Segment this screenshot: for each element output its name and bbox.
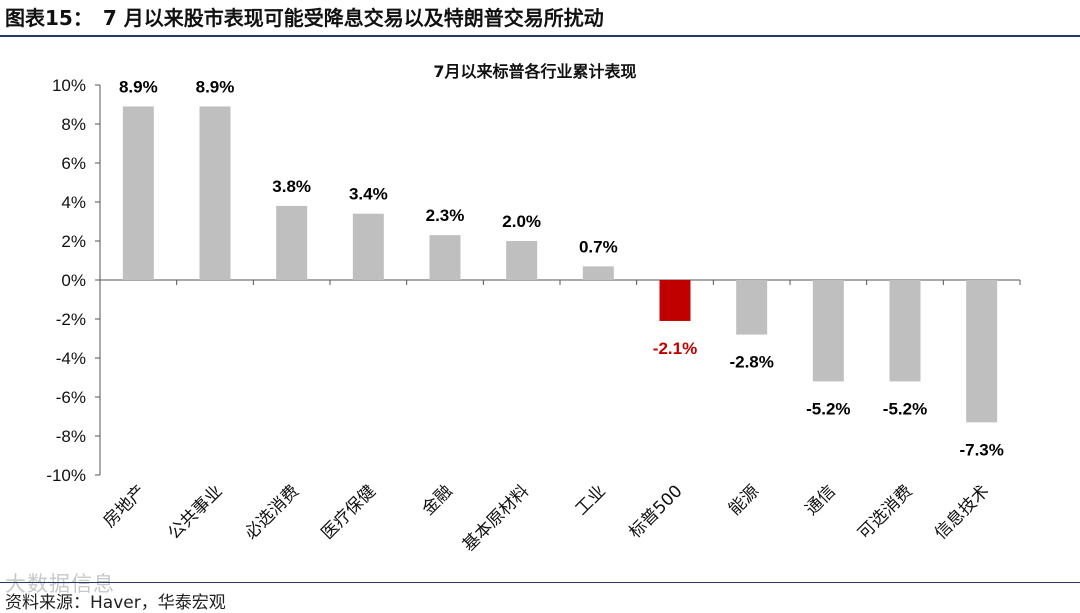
x-category-label: 必选消费 [241,481,303,543]
y-tick-label: 6% [61,154,86,173]
bar [889,280,921,382]
top-divider [0,35,1080,37]
data-label: 8.9% [119,77,158,96]
y-tick-label: -10% [46,466,86,485]
y-tick-label: 10% [52,76,86,95]
source-note: 资料来源：Haver，华泰宏观 [5,593,226,613]
data-label: 0.7% [579,237,618,256]
figure-title-text: 7 月以来股市表现可能受降息交易以及特朗普交易所扰动 [102,6,604,30]
data-label: 2.3% [426,206,465,225]
chart-title: 7月以来标普各行业累计表现 [433,62,636,81]
x-category-label: 公共事业 [164,481,226,543]
bar [812,280,844,382]
y-tick-label: -8% [56,427,86,446]
data-label: 3.4% [349,185,388,204]
y-tick-label: 0% [61,271,86,290]
y-tick-label: -4% [56,349,86,368]
y-tick-label: -6% [56,388,86,407]
x-category-label: 工业 [572,481,610,519]
bar [352,213,384,280]
x-category-label: 通信 [802,481,840,519]
x-category-label: 房地产 [100,481,150,531]
bar-chart: 7月以来标普各行业累计表现 10% 8% 6% 4% 2% 0% -2% -4% -6% -8% -… [46,62,1021,556]
x-category-label: 信息技术 [931,481,993,543]
data-label: -7.3% [959,440,1003,459]
y-tick-label: -2% [56,310,86,329]
data-label: 3.8% [272,177,311,196]
bar [199,106,231,280]
x-category-label: 金融 [418,481,456,519]
x-category-label: 医疗保健 [318,481,380,543]
data-label: -2.8% [729,353,773,372]
bar [122,106,154,280]
bar [966,280,998,423]
bottom-divider [0,582,1080,583]
x-category-label: 能源 [725,481,763,519]
data-label: 8.9% [196,77,235,96]
x-category-label: 标普500 [625,481,686,542]
data-label: -5.2% [806,399,850,418]
data-label: -2.1% [653,339,697,358]
data-label: -5.2% [883,399,927,418]
y-tick-label: 8% [61,115,86,134]
chart-bars: 8.9% 8.9% 3.8% 3.4% 2.3% 2.0% 0.7% -2.1% -2.8% -5… [119,77,1004,459]
chart-axes: 10% 8% 6% 4% 2% 0% -2% -4% -6% -8% -10% 房地产 公共事业 必选消费… [46,76,1021,556]
bar [659,280,691,321]
y-tick-label: 2% [61,232,86,251]
watermark: 大数据信息 [5,572,115,596]
x-category-label: 可选消费 [854,481,916,543]
bar [276,205,308,280]
bar [429,235,461,280]
bar [506,241,538,280]
figure-title: 图表15： 7 月以来股市表现可能受降息交易以及特朗普交易所扰动 [5,3,604,33]
bar [736,280,768,335]
bar [582,266,614,280]
y-tick-label: 4% [61,193,86,212]
data-label: 2.0% [502,212,541,231]
x-category-label: 基本原材料 [459,481,533,555]
figure-label: 图表15： [5,6,93,30]
